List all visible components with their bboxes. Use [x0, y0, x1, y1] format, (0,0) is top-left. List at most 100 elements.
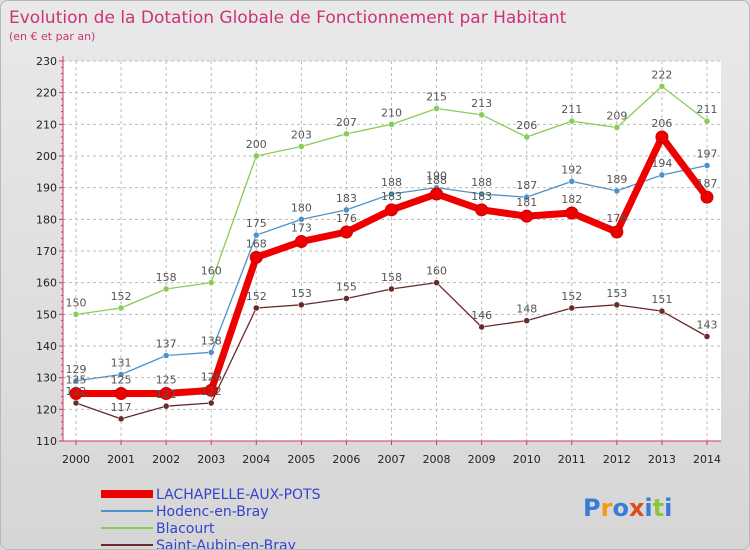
x-tick-label: 2009 [468, 453, 496, 466]
data-point [298, 301, 305, 309]
x-tick-label: 2014 [693, 453, 721, 466]
y-tick-label: 220 [36, 87, 57, 100]
data-point [117, 371, 125, 378]
data-label: 138 [201, 334, 222, 347]
data-label: 160 [426, 265, 447, 278]
data-label: 206 [651, 117, 672, 130]
data-point [207, 349, 215, 356]
data-point [523, 133, 530, 141]
data-label: 222 [651, 68, 672, 81]
data-label: 148 [516, 303, 537, 316]
data-point [703, 333, 711, 340]
series-saint-aubin-en-bray [72, 279, 711, 423]
y-tick-label: 120 [36, 403, 57, 416]
legend: LACHAPELLE-AUX-POTSHodenc-en-BrayBlacour… [101, 487, 321, 549]
data-point [523, 317, 530, 324]
data-point [430, 187, 444, 201]
data-labels: 150 152 158 160 200 203 207 210 215 213 206 211 209 2… [66, 68, 718, 414]
data-label: 129 [66, 363, 87, 376]
x-tick-label: 2005 [287, 453, 315, 466]
x-tick-label: 2013 [648, 453, 676, 466]
axes: 110 120 130 140 150 160 170 180 190 200 210 220 230 2… [36, 55, 721, 466]
data-label: 203 [291, 129, 312, 142]
x-tick-label: 2008 [423, 453, 451, 466]
y-tick-label: 130 [36, 372, 57, 385]
y-tick-label: 140 [36, 340, 57, 353]
data-point [388, 121, 395, 128]
data-label: 182 [561, 193, 582, 206]
data-point [703, 117, 711, 125]
data-point [478, 111, 485, 119]
data-point [253, 152, 260, 160]
data-label: 152 [246, 290, 267, 303]
data-label: 192 [561, 163, 582, 176]
data-label: 194 [651, 157, 672, 170]
data-label: 155 [336, 281, 357, 294]
y-tick-label: 210 [36, 118, 57, 131]
data-label: 188 [471, 176, 492, 189]
data-point [568, 178, 576, 185]
data-point [565, 206, 579, 220]
data-label: 125 [156, 374, 177, 387]
data-point [388, 190, 395, 198]
data-point [253, 304, 260, 312]
data-point [159, 387, 173, 400]
x-tick-label: 2000 [62, 453, 90, 466]
y-tick-label: 160 [36, 277, 57, 290]
x-tick-label: 2001 [107, 453, 135, 466]
data-label: 121 [156, 388, 177, 401]
data-label: 190 [426, 170, 447, 183]
series-lachapelle-aux-pots [69, 130, 714, 400]
data-label: 211 [697, 103, 718, 116]
data-label: 211 [561, 103, 582, 116]
data-point [613, 301, 621, 309]
data-label: 122 [66, 385, 87, 398]
data-point [343, 130, 350, 138]
chart-subtitle: (en € et par an) [9, 30, 95, 43]
data-point [613, 124, 621, 131]
data-label: 125 [111, 374, 132, 387]
x-tick-label: 2007 [378, 453, 406, 466]
data-label: 131 [111, 357, 132, 370]
data-label: 187 [516, 179, 537, 192]
data-label: 168 [246, 237, 267, 250]
y-tick-label: 170 [36, 245, 57, 258]
data-label: 183 [471, 190, 492, 203]
data-point [339, 225, 353, 239]
data-label: 189 [606, 173, 627, 186]
data-label: 152 [561, 290, 582, 303]
logo-text: Proxiti [583, 494, 672, 522]
legend-label: Saint-Aubin-en-Bray [156, 538, 296, 549]
data-label: 158 [156, 271, 177, 284]
series-layer [69, 83, 714, 423]
data-point [69, 387, 83, 400]
data-label: 176 [336, 212, 357, 225]
x-tick-label: 2011 [558, 453, 586, 466]
data-point [72, 399, 80, 407]
data-label: 150 [66, 296, 87, 309]
data-label: 181 [516, 196, 537, 209]
data-point [204, 383, 218, 397]
series-hodenc-en-bray [72, 162, 711, 385]
data-point [117, 304, 125, 312]
data-label: 187 [697, 177, 718, 190]
data-label: 125 [66, 374, 87, 387]
data-point [658, 171, 666, 179]
data-label: 213 [471, 97, 492, 110]
data-point [388, 285, 395, 293]
data-point [298, 216, 305, 223]
data-label: 215 [426, 91, 447, 104]
data-label: 180 [291, 201, 312, 214]
y-tick-label: 230 [36, 55, 57, 68]
data-label: 176 [606, 212, 627, 225]
data-label: 209 [606, 110, 627, 123]
data-point [475, 203, 489, 217]
data-point [249, 250, 263, 264]
data-point [658, 83, 666, 90]
data-point [207, 399, 215, 407]
data-point [478, 323, 485, 331]
chart-title: Evolution de la Dotation Globale de Fonc… [9, 8, 567, 28]
data-label: 188 [426, 174, 447, 187]
x-tick-label: 2006 [332, 453, 360, 466]
